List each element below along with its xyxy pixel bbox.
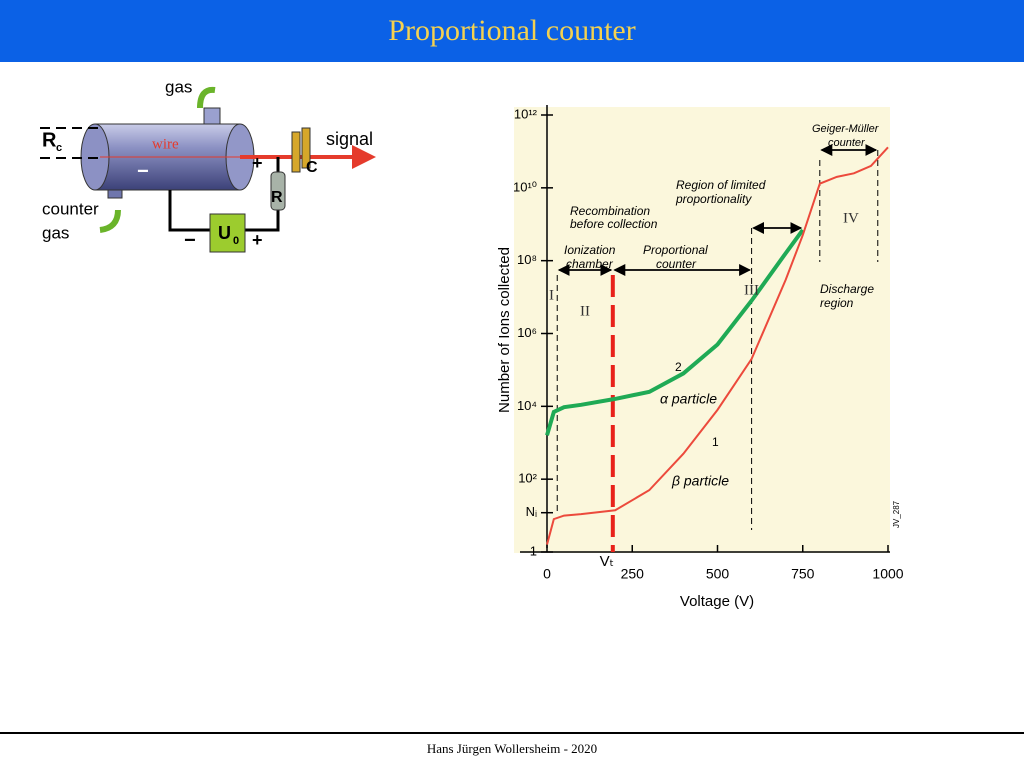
series-name: α particle [660,391,717,407]
annotation: region [820,296,854,310]
slide-title: Proportional counter [388,14,635,47]
annotation: proportionality [675,192,752,206]
x-tick-label: 500 [706,566,730,582]
resistor [270,171,286,211]
circuit [168,157,280,232]
y-tick-label: 10¹⁰ [513,179,537,194]
diagram-label: wire [152,136,179,152]
y-tick-label: 1 [530,543,537,558]
annotation: chamber [566,257,614,271]
annotation: III [744,282,759,298]
chart: 1 10² 10⁴ 10⁶ 10⁸ 10¹⁰ 10¹² Nᵢ 0 250 500 750 1000 Vol… [496,105,904,610]
y-tick-label: 10⁶ [517,325,537,340]
annotation: Geiger-Müller [812,123,880,135]
annotation: before collection [570,217,658,231]
diagram-label: gas [42,223,69,242]
gas-in-arrow [99,209,121,233]
counter-diagram: R c gas wire signal + − C R U 0 − + coun… [40,77,376,253]
x-tick-label: 750 [791,566,815,582]
x-axis-label: Voltage (V) [680,593,754,610]
diagram-label: C [306,159,318,176]
diagram-label: R [271,189,283,206]
footer-text: Hans Jürgen Wollersheim - 2020 [427,741,597,756]
capacitor-plate [301,127,311,169]
y-tick-label: Nᵢ [526,504,537,519]
capacitor-plate [291,131,301,173]
diagram-label: + [252,230,263,250]
diagram-label: R [42,129,57,151]
series-number: 1 [712,435,719,449]
diagram-label: − [184,229,196,251]
threshold-label: Vₜ [600,553,614,570]
annotation: II [580,303,590,319]
x-tick-label: 1000 [872,566,903,582]
annotation: IV [843,210,859,226]
diagram-label: − [137,160,149,182]
y-axis-label: Number of Ions collected [496,247,513,413]
data-line [546,146,889,545]
y-tick-label: 10⁸ [517,252,537,267]
header-bar [0,0,1024,62]
series-name: β particle [671,473,729,489]
y-tick-label: 10¹² [514,106,538,121]
diagram-label: + [252,153,263,173]
diagram-label: signal [326,129,373,149]
y-tick-label: 10² [518,471,537,486]
diagram-label: 0 [233,235,239,247]
annotation: counter [828,137,866,149]
voltage-source [209,213,246,253]
gas-arrow [197,86,216,109]
y-tick-label: 10⁴ [517,398,537,413]
annotation: I [549,287,554,303]
annotation: Ionization [564,243,616,257]
annotation: Discharge [820,282,874,296]
annotation: counter [656,257,697,271]
annotation: Region of limited [676,178,766,192]
diagram-label: counter [42,199,99,218]
annotation: Proportional [643,243,708,257]
annotation: Recombination [570,204,650,218]
x-tick-label: 250 [621,566,645,582]
data-line [545,228,805,436]
diagram-label: gas [165,77,192,96]
diagram-label: U [218,223,231,243]
series-number: 2 [675,360,682,374]
annotation: JV_287 [892,500,901,528]
x-tick-label: 0 [543,566,551,582]
diagram-label: c [56,142,62,154]
